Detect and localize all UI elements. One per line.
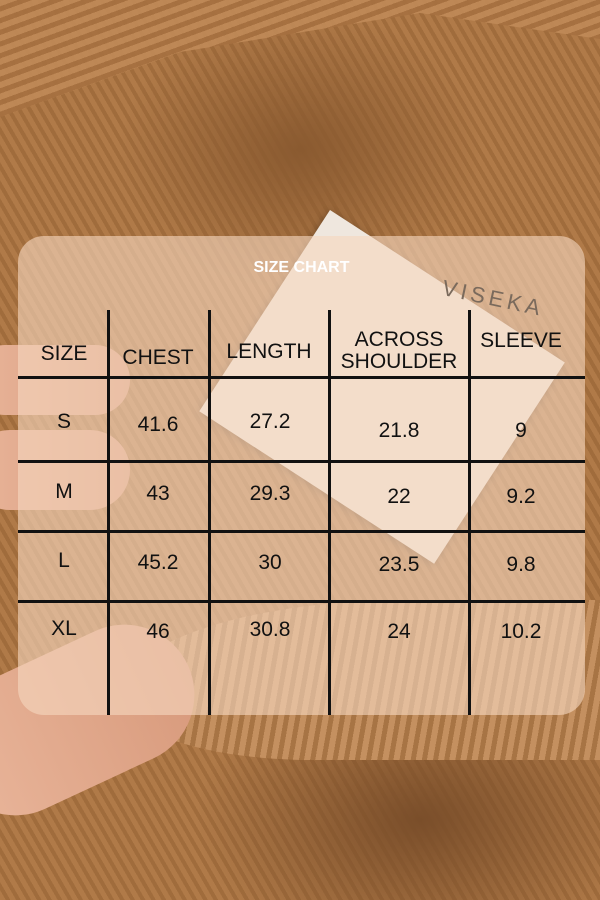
column-divider — [328, 310, 331, 715]
row-divider — [18, 600, 585, 603]
cell-across-shoulder: 24 — [387, 620, 411, 643]
cell-length: 30 — [258, 551, 282, 574]
cell-size: S — [56, 410, 72, 433]
cell-chest: 46 — [146, 620, 170, 643]
row-divider — [18, 460, 585, 463]
size-chart-panel — [18, 236, 585, 715]
cell-across-shoulder: 23.5 — [378, 553, 420, 576]
cell-sleeve: 9 — [515, 419, 527, 442]
row-divider — [18, 376, 585, 379]
cell-size: M — [55, 480, 73, 503]
column-divider — [468, 310, 471, 715]
cell-across-shoulder: 22 — [387, 485, 411, 508]
chart-title: SIZE CHART — [253, 259, 350, 276]
header-length: LENGTH — [226, 340, 312, 363]
cell-size: L — [58, 549, 70, 572]
header-line: SHOULDER — [340, 350, 458, 373]
cell-sleeve: 9.2 — [506, 485, 536, 508]
cell-size: XL — [51, 617, 77, 640]
header-across-shoulder: ACROSS SHOULDER — [341, 329, 458, 373]
header-chest: CHEST — [122, 346, 194, 369]
cell-across-shoulder: 21.8 — [378, 419, 420, 442]
cell-length: 27.2 — [249, 410, 291, 433]
cell-length: 30.8 — [249, 618, 291, 641]
header-size: SIZE — [40, 342, 88, 365]
cell-sleeve: 10.2 — [500, 620, 542, 643]
header-line: ACROSS — [354, 328, 444, 351]
cell-length: 29.3 — [249, 482, 291, 505]
cell-chest: 45.2 — [137, 551, 179, 574]
cell-chest: 41.6 — [137, 413, 179, 436]
row-divider — [18, 530, 585, 533]
column-divider — [208, 310, 211, 715]
header-sleeve: SLEEVE — [480, 329, 562, 352]
column-divider — [107, 310, 110, 715]
cell-chest: 43 — [146, 482, 170, 505]
cell-sleeve: 9.8 — [506, 553, 536, 576]
